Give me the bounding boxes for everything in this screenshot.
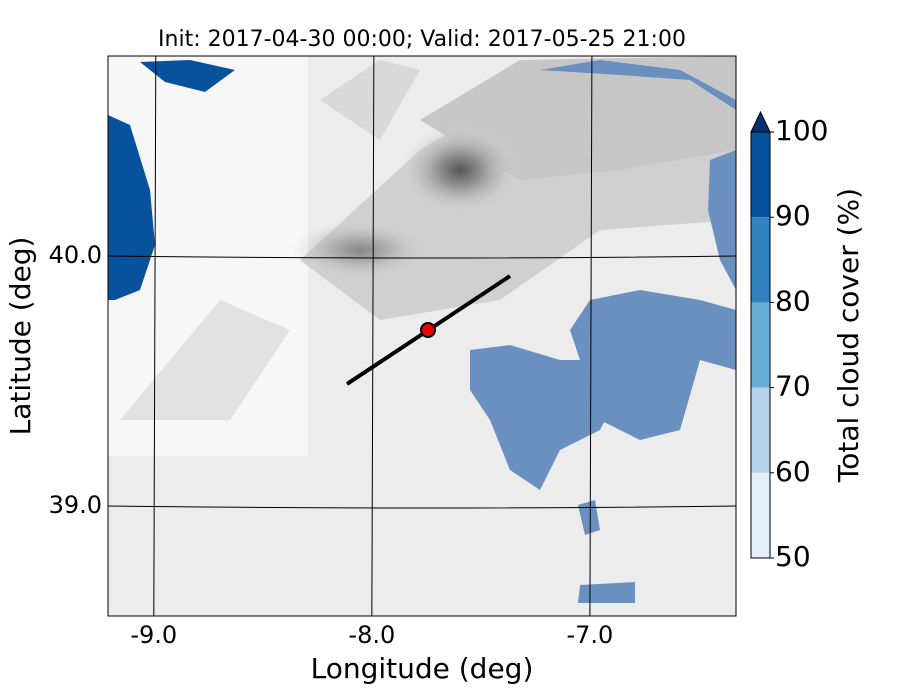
colorbar-segment [751,217,770,303]
meridian [153,55,157,617]
x-tick-label: -8.0 [348,621,395,649]
colorbar-segment [751,387,770,473]
colorbar-tick-label: 80 [775,284,811,317]
meridian [371,55,375,617]
x-axis-label: Longitude (deg) [311,652,534,685]
colorbar-segment [751,132,770,218]
colorbar-label: Total cloud cover (%) [832,188,865,483]
title: Init: 2017-04-30 00:00; Valid: 2017-05-2… [158,27,686,52]
map-background [108,56,736,616]
colorbar-tick-label: 50 [775,540,811,573]
colorbar-tick-label: 60 [775,455,811,488]
colorbar: 50 60 70 80 90 100 [750,110,828,573]
colorbar-frame [750,131,771,559]
x-tick-label: -9.0 [130,621,177,649]
colorbar-segment [751,302,770,388]
colorbar-tick-label: 90 [775,199,811,232]
graticule [107,55,737,617]
map-frame [107,55,737,617]
meridian [589,55,593,617]
parallel [107,505,737,509]
colorbar-tick-label: 100 [775,114,828,147]
colorbar-segment [751,472,770,558]
y-axis-label: Latitude (deg) [4,237,37,436]
colorbar-tick-label: 70 [775,370,811,403]
y-tick-label: 40.0 [49,241,102,269]
x-tick-label: -7.0 [566,621,613,649]
parallel [107,255,737,259]
colorbar-extension [750,110,771,133]
y-tick-label: 39.0 [49,491,102,519]
location-marker [420,322,436,338]
